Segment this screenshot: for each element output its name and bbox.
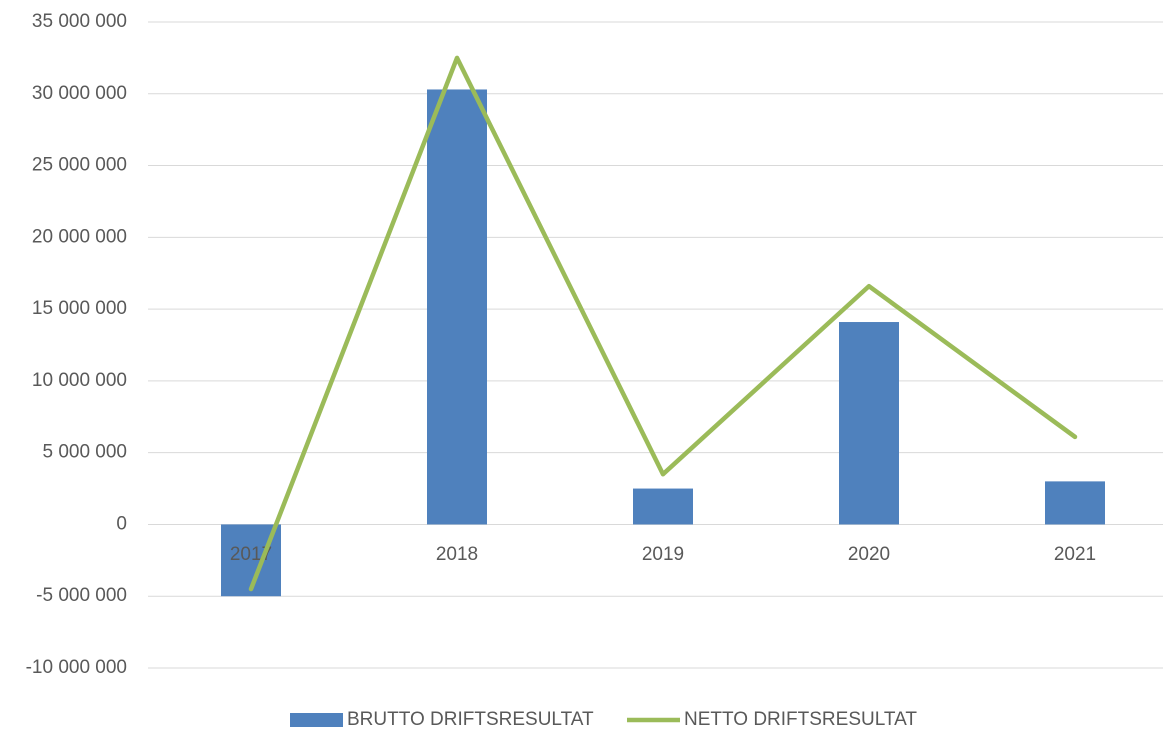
y-tick-label: 30 000 000 xyxy=(32,83,127,104)
y-tick-label: 0 xyxy=(116,513,127,534)
x-tick-label: 2018 xyxy=(436,544,478,565)
y-tick-label: 25 000 000 xyxy=(32,155,127,176)
legend-label: NETTO DRIFTSRESULTAT xyxy=(684,709,917,730)
bar xyxy=(633,488,693,525)
y-tick-label: 5 000 000 xyxy=(42,442,127,463)
bar xyxy=(1045,481,1105,525)
y-tick-label: 15 000 000 xyxy=(32,298,127,319)
y-tick-label: 35 000 000 xyxy=(32,11,127,32)
x-tick-label: 2021 xyxy=(1054,544,1096,565)
legend-label: BRUTTO DRIFTSRESULTAT xyxy=(347,709,594,730)
bar xyxy=(839,322,899,525)
y-tick-label: 10 000 000 xyxy=(32,370,127,391)
bar xyxy=(427,89,487,525)
x-tick-label: 2019 xyxy=(642,544,684,565)
y-tick-label: -5 000 000 xyxy=(36,585,127,606)
legend-swatch xyxy=(290,713,343,727)
y-tick-label: 20 000 000 xyxy=(32,226,127,247)
line xyxy=(248,55,1078,592)
x-tick-label: 2020 xyxy=(848,544,890,565)
y-tick-label: -10 000 000 xyxy=(26,657,127,678)
